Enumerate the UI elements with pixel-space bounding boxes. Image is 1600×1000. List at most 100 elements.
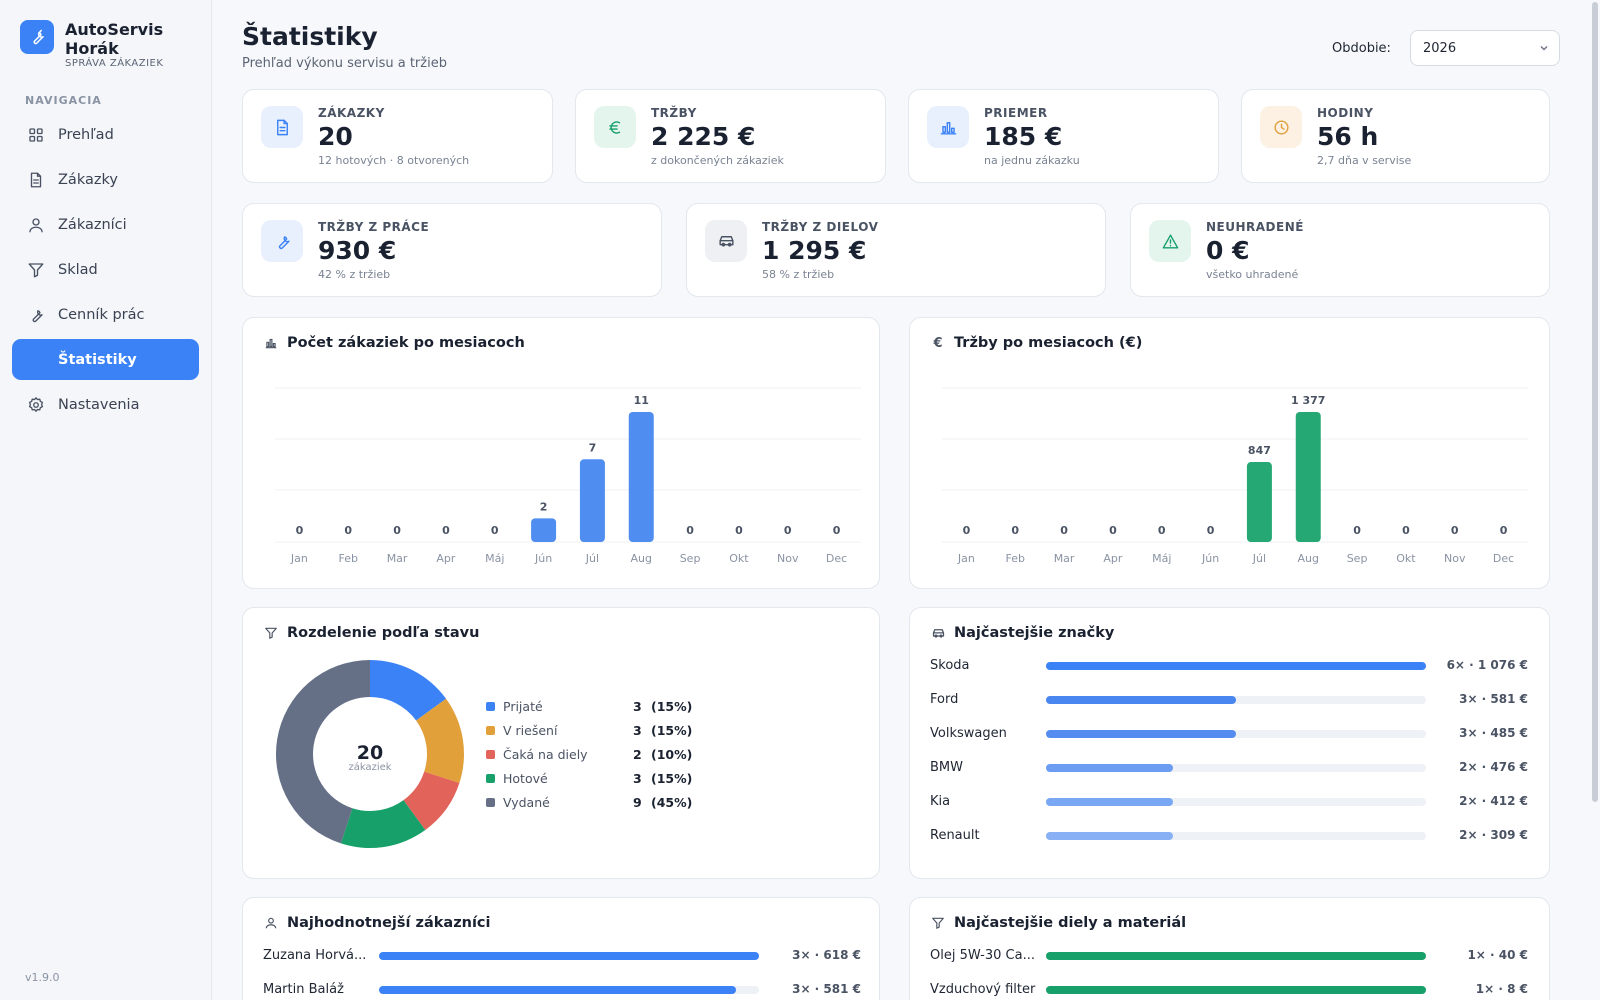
legend-swatch: [486, 797, 495, 807]
bar-value-label: 2: [540, 500, 548, 513]
kpi-subtext: na jednu zákazku: [984, 154, 1080, 167]
axis-tick-label: Máj: [485, 552, 504, 565]
bar-value-label: 0: [442, 524, 450, 537]
chart-bar[interactable]: [1246, 462, 1272, 542]
legend-name: Hotové: [503, 770, 548, 786]
bar-value-label: 0: [1158, 524, 1166, 537]
sidebar-item-0[interactable]: Prehľad: [12, 114, 199, 155]
bar-fill: [1046, 662, 1426, 670]
chart-bar[interactable]: [579, 459, 605, 542]
legend-count: 3: [633, 770, 642, 786]
document-icon: [26, 170, 46, 190]
sidebar-item-1[interactable]: Zákazky: [12, 159, 199, 200]
legend-entry: Prijaté 3 (15%): [486, 694, 692, 718]
kpi-value: 1 295 €: [762, 236, 867, 265]
kpi-value: 930 €: [318, 236, 397, 265]
axis-tick-label: Dec: [826, 552, 847, 565]
donut-slice[interactable]: [416, 698, 464, 784]
bar-track: [1046, 764, 1426, 772]
axis-tick-label: Mar: [387, 552, 408, 565]
legend-pct: (15%): [651, 698, 693, 714]
sidebar-nav: Prehľad Zákazky Zákazníci Sklad Cenník prác Š…: [12, 114, 199, 429]
brand[interactable]: AutoServis Horák SPRÁVA ZÁKAZIEK: [20, 20, 175, 69]
status-panel: Rozdelenie podľa stavu 20 zákaziek Prijat…: [242, 607, 880, 879]
legend-entry: Čaká na diely 2 (10%): [486, 742, 692, 766]
donut-slice[interactable]: [403, 771, 460, 831]
kpi-label: TRŽBY Z DIELOV: [762, 220, 879, 234]
axis-tick-label: Nov: [1444, 552, 1466, 565]
euro-icon: €: [933, 335, 943, 351]
sidebar-item-label: Sklad: [58, 261, 98, 278]
status-title: Rozdelenie podľa stavu: [287, 625, 480, 641]
user-icon: [263, 915, 279, 931]
sidebar: AutoServis Horák SPRÁVA ZÁKAZIEK NAVIGAC…: [0, 0, 212, 1000]
bar-value-label: 0: [833, 524, 841, 537]
sidebar-item-4[interactable]: Cenník prác: [12, 294, 199, 335]
legend-count: 2: [633, 746, 642, 762]
kpi-card: TRŽBY Z PRÁCE 930 € 42 % z tržieb: [242, 203, 662, 297]
sidebar-item-5[interactable]: Štatistiky: [12, 339, 199, 380]
legend-entry: Vydané 9 (45%): [486, 790, 692, 814]
filter-icon: [930, 915, 946, 931]
legend-pct: (10%): [651, 746, 693, 762]
clock-icon: [1260, 106, 1302, 148]
document-icon: [261, 106, 303, 148]
donut-slice[interactable]: [370, 660, 447, 721]
orders-chart-panel: Počet zákaziek po mesiacoch 0 Jan 0 Feb 0 Mar…: [242, 317, 880, 589]
sidebar-item-2[interactable]: Zákazníci: [12, 204, 199, 245]
warning-icon: [1149, 220, 1191, 262]
axis-tick-label: Jún: [1201, 552, 1219, 565]
bar-fill: [379, 986, 737, 994]
filter-icon: [263, 625, 279, 641]
kpi-value: 0 €: [1206, 236, 1250, 265]
car-icon: [705, 220, 747, 262]
bar-track: [379, 986, 759, 994]
donut-slice[interactable]: [276, 660, 370, 844]
kpi-card: NEUHRADENÉ 0 € všetko uhradené: [1130, 203, 1550, 297]
donut-slice[interactable]: [340, 800, 426, 848]
kpi-subtext: 58 % z tržieb: [762, 268, 835, 281]
bar-value-label: 0: [393, 524, 401, 537]
bar-value: 1× · 8 €: [1475, 982, 1528, 996]
scrollbar[interactable]: [1592, 2, 1598, 802]
bar-label: Volkswagen: [930, 726, 1007, 741]
chart-icon: [927, 106, 969, 148]
bar-value-label: 1 377: [1291, 394, 1325, 407]
sidebar-item-3[interactable]: Sklad: [12, 249, 199, 290]
kpi-value: 56 h: [1317, 122, 1379, 151]
grid-icon: [26, 125, 46, 145]
kpi-card: TRŽBY Z DIELOV 1 295 € 58 % z tržieb: [686, 203, 1106, 297]
sidebar-item-label: Štatistiky: [58, 351, 137, 368]
chart-bar[interactable]: [531, 518, 557, 542]
kpi-value: 20: [318, 122, 353, 151]
chart-bar[interactable]: [628, 412, 654, 542]
bar-value-label: 0: [1451, 524, 1459, 537]
kpi-label: ZÁKAZKY: [318, 106, 385, 120]
customers-panel: Najhodnotnejší zákazníci Zuzana Horvá...…: [242, 897, 880, 1000]
donut-center-value: 20: [357, 742, 383, 764]
sidebar-item-label: Zákazníci: [58, 216, 127, 233]
revenue-chart-panel: € Tržby po mesiacoch (€) 0 Jan 0 Feb 0 Mar 0 Apr…: [909, 317, 1550, 589]
kpi-label: TRŽBY Z PRÁCE: [318, 220, 430, 234]
bar-value: 3× · 581 €: [1459, 692, 1528, 706]
bar-value-label: 0: [344, 524, 352, 537]
bar-value-label: 847: [1248, 444, 1271, 457]
donut-center-label: zákaziek: [348, 761, 391, 773]
bar-value-label: 0: [1402, 524, 1410, 537]
period-select[interactable]: 2026: [1410, 30, 1560, 66]
bar-value-label: 0: [1011, 524, 1019, 537]
sidebar-item-6[interactable]: Nastavenia: [12, 384, 199, 425]
bar-value-label: 7: [589, 441, 597, 454]
sidebar-item-label: Prehľad: [58, 126, 114, 143]
kpi-label: TRŽBY: [651, 106, 697, 120]
bar-value-label: 0: [1353, 524, 1361, 537]
kpi-card: HODINY 56 h 2,7 dňa v servise: [1241, 89, 1550, 183]
bar-fill: [379, 952, 759, 960]
legend-pct: (15%): [651, 722, 693, 738]
bar-value: 3× · 581 €: [792, 982, 861, 996]
chart-bar[interactable]: [1295, 412, 1321, 542]
bar-value-label: 0: [491, 524, 499, 537]
sidebar-item-label: Cenník prác: [58, 306, 145, 323]
customers-title: Najhodnotnejší zákazníci: [287, 915, 491, 931]
